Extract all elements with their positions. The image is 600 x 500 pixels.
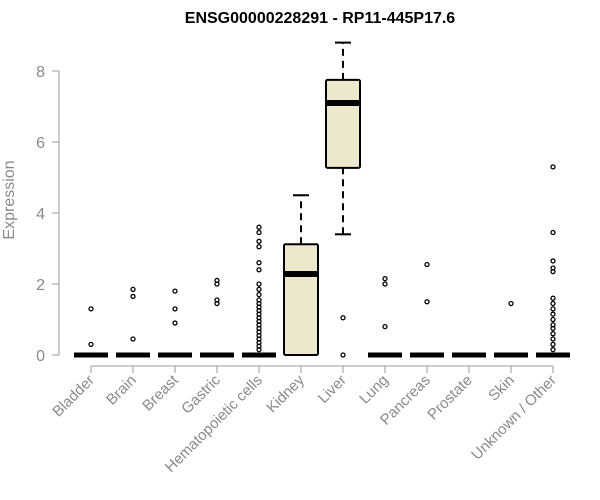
x-tick-label: Liver: [315, 372, 350, 407]
outlier-point: [550, 311, 556, 317]
y-tick-label: 4: [36, 206, 45, 223]
box-group-brain: [116, 286, 150, 358]
outlier-point: [256, 260, 262, 266]
outlier-point: [256, 267, 262, 273]
box-group-gastric: [200, 277, 234, 358]
outlier-point: [550, 347, 556, 353]
x-tick-label: Prostate: [424, 372, 476, 424]
boxes: [74, 41, 570, 358]
outlier-point: [550, 336, 556, 342]
outlier-point: [172, 288, 178, 294]
box-group-lung: [368, 276, 402, 358]
outlier-point: [256, 224, 262, 230]
box-group-skin: [494, 300, 528, 358]
box-group-breast: [158, 288, 192, 358]
outlier-point: [256, 238, 262, 245]
outlier-point: [550, 300, 556, 307]
outlier-point: [550, 268, 556, 275]
outlier-point: [508, 300, 514, 307]
box-group-kidney: [283, 194, 319, 357]
x-tick-label: Kidney: [263, 371, 308, 416]
outlier-point: [256, 281, 262, 287]
outlier-point: [550, 295, 556, 301]
outlier-point: [550, 258, 556, 264]
box-group-unknown-other: [536, 164, 570, 358]
outlier-point: [550, 341, 556, 348]
x-tick-label: Breast: [139, 371, 182, 414]
outlier-point: [550, 325, 556, 332]
outlier-point: [340, 352, 346, 358]
box-group-pancreas: [410, 261, 444, 358]
x-tick-label: Skin: [485, 372, 518, 405]
axes: 0 2 4 6 8: [36, 64, 554, 373]
outlier-point: [550, 229, 556, 236]
outlier-point: [550, 316, 556, 323]
y-tick-label: 2: [36, 277, 45, 294]
x-tick-label: Brain: [103, 372, 140, 409]
outlier-point: [550, 164, 556, 170]
outlier-point: [172, 306, 178, 312]
outlier-point: [256, 229, 262, 236]
box-group-hematopoietic-cells: [242, 224, 276, 358]
chart-title: ENSG00000228291 - RP11-445P17.6: [185, 10, 456, 27]
outlier-point: [550, 331, 556, 337]
outlier-point: [172, 320, 178, 326]
outlier-point: [88, 306, 94, 312]
outlier-point: [130, 293, 136, 300]
outlier-point: [550, 306, 556, 312]
x-tick-label: Lung: [356, 372, 392, 408]
outlier-point: [256, 291, 262, 298]
x-tick-label: Bladder: [49, 372, 98, 421]
y-tick-label: 6: [36, 135, 45, 152]
outlier-point: [256, 286, 262, 292]
outlier-point: [214, 281, 220, 287]
outlier-point: [340, 315, 346, 321]
outlier-point: [88, 341, 94, 348]
outlier-point: [214, 300, 220, 307]
box-group-liver: [325, 41, 361, 358]
box-rect: [283, 243, 319, 357]
outlier-point: [382, 323, 388, 330]
outlier-point: [130, 286, 136, 292]
outlier-point: [130, 336, 136, 342]
y-tick-label: 8: [36, 64, 45, 81]
outlier-point: [256, 244, 262, 250]
outlier-point: [256, 347, 262, 353]
y-axis-label: Expression: [1, 160, 18, 239]
outlier-point: [424, 299, 430, 305]
y-tick-label: 0: [36, 348, 45, 365]
outlier-point: [382, 276, 388, 282]
outlier-point: [424, 261, 430, 268]
outlier-point: [382, 281, 388, 287]
box-group-bladder: [74, 306, 108, 358]
box-rect: [325, 78, 361, 169]
